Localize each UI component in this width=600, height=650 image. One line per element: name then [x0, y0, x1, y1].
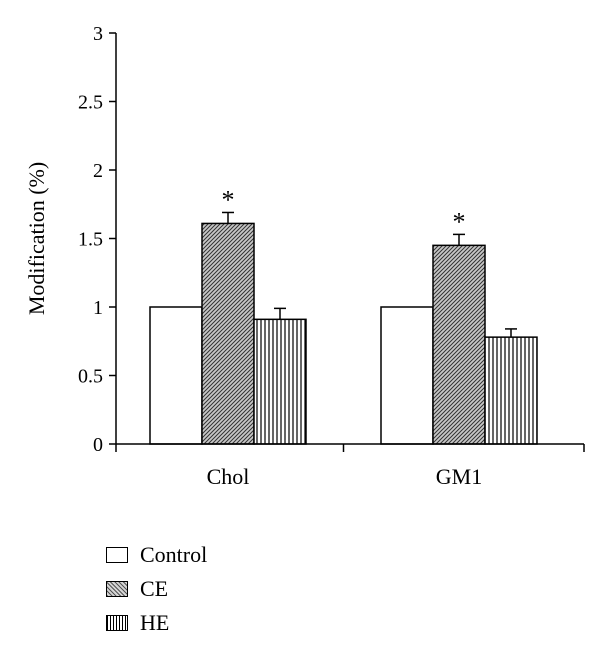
legend-label-he: HE [140, 610, 170, 635]
x-tick-label-chol: Chol [207, 464, 250, 489]
y-axis-label: Modification (%) [24, 162, 49, 315]
bar-control-chol [149, 306, 203, 445]
legend-swatch-he [106, 615, 128, 631]
significance-marker: * [222, 185, 235, 214]
y-tick-label: 0 [93, 434, 103, 456]
legend-item-ce: CE [106, 572, 207, 606]
y-tick-label: 3 [93, 23, 103, 45]
bar-ce-gm1 [432, 244, 486, 445]
y-tick-label: 2 [93, 160, 103, 182]
bar-he-gm1 [484, 336, 538, 445]
legend: Control CE HE [106, 538, 207, 640]
legend-label-ce: CE [140, 576, 169, 601]
significance-marker: * [453, 207, 466, 236]
legend-item-control: Control [106, 538, 207, 572]
y-tick-label: 0.5 [78, 366, 103, 388]
legend-swatch-control [106, 547, 128, 563]
bar-control-gm1 [380, 306, 434, 445]
legend-item-he: HE [106, 606, 207, 640]
x-tick-label-gm1: GM1 [436, 464, 482, 489]
y-tick-label: 1.5 [78, 229, 103, 251]
legend-swatch-ce [106, 581, 128, 597]
y-tick-label: 1 [93, 297, 103, 319]
bar-ce-chol [201, 222, 255, 445]
y-tick-label: 2.5 [78, 92, 103, 114]
bar-he-chol [253, 318, 307, 445]
legend-label-control: Control [140, 542, 208, 567]
